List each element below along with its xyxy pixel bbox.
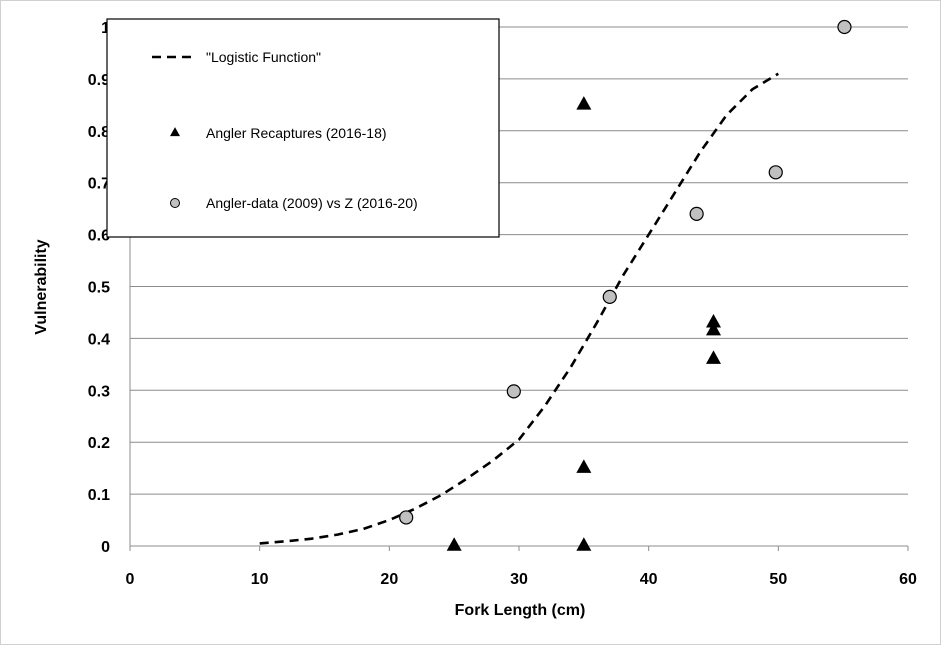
y-tick-label: 0.4 bbox=[88, 331, 110, 348]
y-tick-label: 0.1 bbox=[88, 487, 110, 504]
angler-data-point bbox=[602, 289, 617, 304]
recapture-point bbox=[446, 537, 462, 551]
legend-entry-label: Angler-data (2009) vs Z (2016-20) bbox=[206, 195, 418, 211]
legend-triangle-swatch bbox=[170, 127, 180, 137]
y-axis-label: Vulnerability bbox=[33, 239, 50, 335]
angler-data-point bbox=[837, 19, 852, 35]
series-layer bbox=[259, 19, 852, 551]
y-tick-label: 0.2 bbox=[88, 435, 110, 452]
y-tick-label: 0.7 bbox=[88, 176, 110, 193]
legend-entry-label: Angler Recaptures (2016-18) bbox=[206, 125, 387, 141]
y-tick-label: 0.3 bbox=[88, 383, 110, 400]
recapture-point bbox=[576, 537, 592, 551]
y-tick-label: 0.5 bbox=[88, 280, 110, 297]
y-tick-label: 0.9 bbox=[88, 72, 110, 89]
x-axis-label: Fork Length (cm) bbox=[455, 602, 586, 619]
angler-data-point bbox=[399, 510, 414, 525]
y-tick-label: 1 bbox=[101, 20, 110, 37]
recapture-point bbox=[576, 459, 592, 473]
angler-data-point bbox=[506, 384, 521, 399]
x-tick-label: 0 bbox=[126, 571, 135, 588]
logistic-function-line bbox=[259, 72, 779, 545]
x-tick-label: 20 bbox=[380, 571, 398, 588]
x-tick-label: 30 bbox=[510, 571, 528, 588]
recapture-point bbox=[706, 350, 721, 364]
y-tick-label: 0 bbox=[101, 539, 110, 556]
legend-entry-label: "Logistic Function" bbox=[206, 49, 321, 65]
y-tick-label: 0.6 bbox=[88, 228, 110, 245]
legend: "Logistic Function" Angler Recaptures (20… bbox=[106, 18, 500, 238]
recapture-point bbox=[706, 314, 721, 328]
recapture-point bbox=[706, 321, 721, 336]
x-tick-label: 50 bbox=[769, 571, 787, 588]
x-tick-label: 10 bbox=[251, 571, 269, 588]
x-tick-label: 60 bbox=[899, 571, 917, 588]
y-tick-label: 0.8 bbox=[88, 124, 110, 141]
axes: 00.10.20.30.40.50.60.70.80.910 10 20 30 40 50… bbox=[88, 20, 917, 588]
legend-circle-swatch bbox=[170, 198, 180, 208]
angler-data-point bbox=[768, 165, 783, 180]
x-tick-label: 40 bbox=[640, 571, 658, 588]
angler-data-point bbox=[689, 206, 704, 221]
recapture-point bbox=[576, 96, 592, 110]
